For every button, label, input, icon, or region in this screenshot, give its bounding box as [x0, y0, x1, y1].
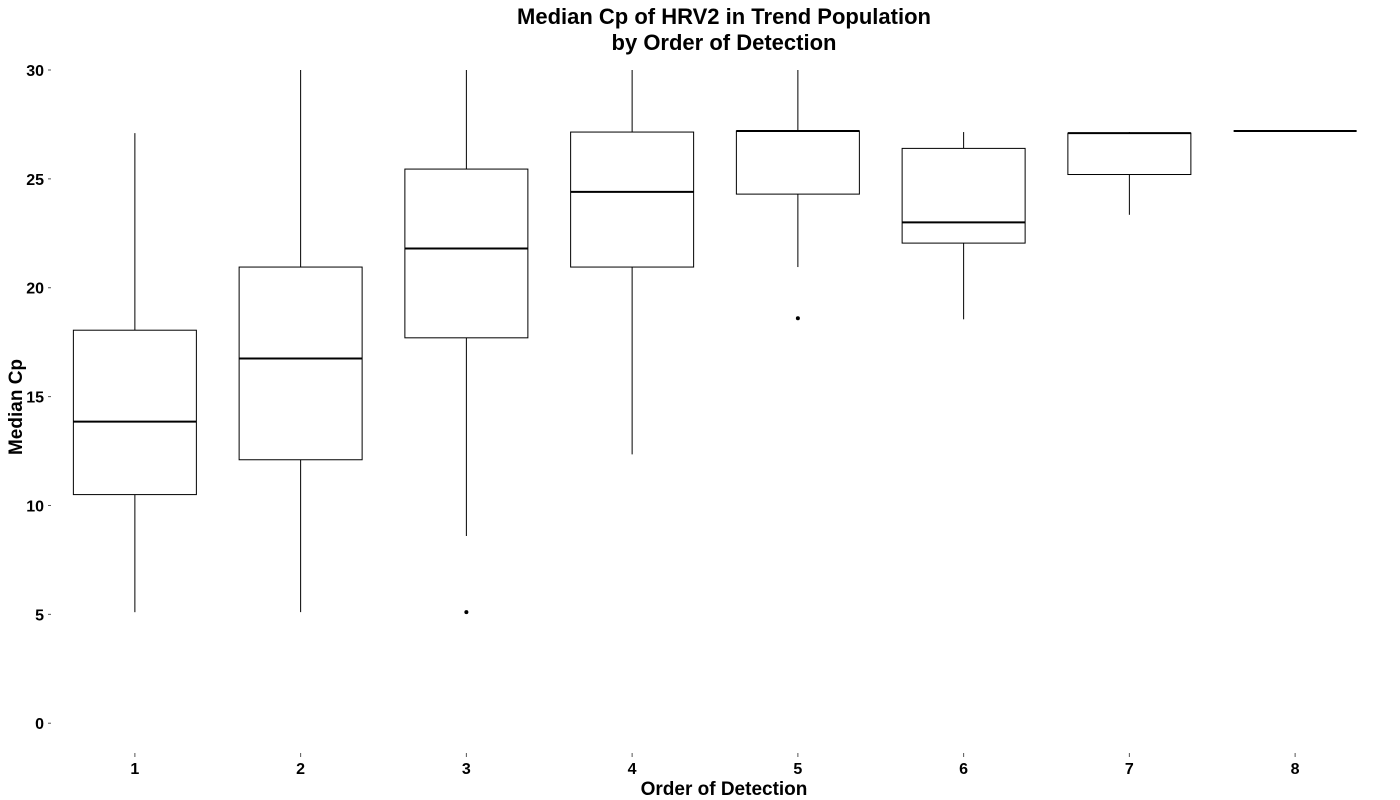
x-tick-label: 3 — [462, 761, 471, 778]
box-body — [72, 329, 197, 496]
x-tick-label: 1 — [130, 761, 139, 778]
box-body — [735, 130, 860, 195]
y-tick-label: 10 — [26, 498, 44, 515]
box-body — [1067, 132, 1192, 176]
x-axis-title: Order of Detection — [641, 779, 808, 800]
box-group — [72, 133, 197, 613]
x-tick-label: 6 — [959, 761, 968, 778]
box-body — [404, 168, 529, 339]
y-axis: 0 5 10 15 20 25 30 — [26, 63, 51, 733]
outlier-point — [795, 316, 800, 321]
box-body — [238, 266, 363, 461]
chart-title-line-2: by Order of Detection — [612, 30, 837, 55]
chart-title-line-1: Median Cp of HRV2 in Trend Population — [517, 4, 931, 29]
x-tick-label: 2 — [296, 761, 305, 778]
box-series — [72, 70, 1357, 615]
box-group — [404, 70, 529, 615]
x-axis: 1 2 3 4 5 6 7 8 — [130, 753, 1300, 778]
y-tick-label: 30 — [26, 63, 44, 80]
x-tick-label: 7 — [1125, 761, 1134, 778]
x-tick-label: 8 — [1291, 761, 1300, 778]
box-group — [901, 132, 1026, 320]
box-group — [735, 70, 860, 321]
box-group — [570, 70, 695, 455]
outlier-point — [464, 610, 469, 615]
x-tick-label: 4 — [628, 761, 637, 778]
box-body — [901, 147, 1026, 244]
box-body — [570, 131, 695, 268]
y-tick-label: 0 — [35, 716, 44, 733]
y-tick-label: 20 — [26, 281, 44, 298]
y-axis-title: Median Cp — [6, 359, 27, 455]
y-tick-label: 5 — [35, 607, 44, 624]
y-tick-label: 25 — [26, 172, 44, 189]
x-tick-label: 5 — [793, 761, 802, 778]
y-tick-label: 15 — [26, 390, 44, 407]
box-group — [238, 70, 363, 613]
box-group — [1067, 132, 1192, 215]
chart-title: Median Cp of HRV2 in Trend Population by… — [517, 4, 931, 55]
